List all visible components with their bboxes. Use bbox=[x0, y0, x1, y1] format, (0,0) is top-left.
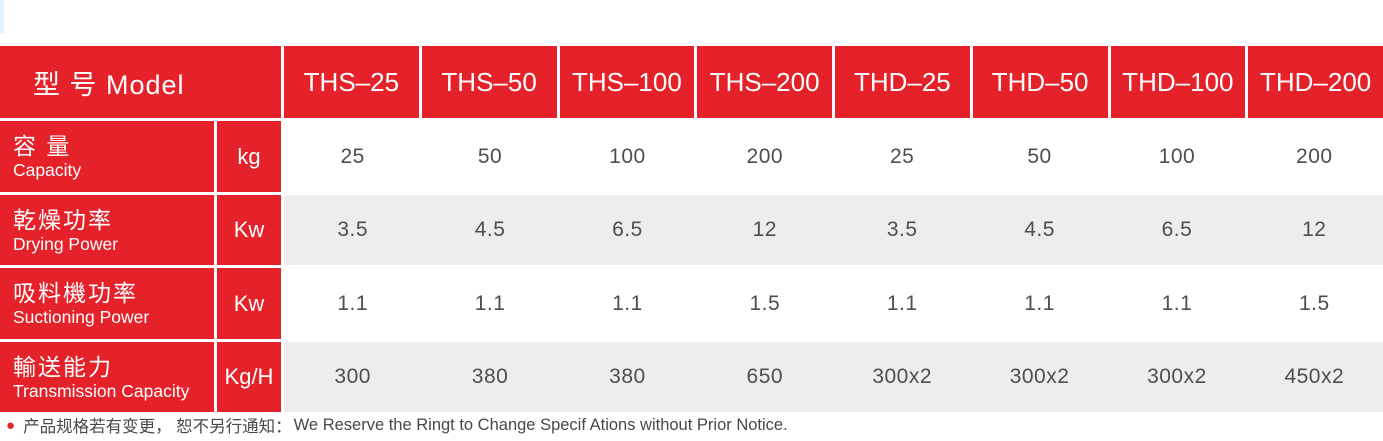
unit-label: Kw bbox=[233, 217, 265, 242]
data-value: 200 bbox=[1296, 144, 1333, 168]
model-column-header: THD–200 bbox=[1248, 46, 1383, 118]
unit-cell-drying-power: Kw bbox=[217, 195, 281, 265]
model-column-header: THD–25 bbox=[835, 46, 970, 118]
unit-label: Kg/H bbox=[224, 364, 274, 389]
data-value: 1.5 bbox=[749, 291, 781, 315]
data-row-transmission-capacity: 300 380 380 650 300x2 300x2 300x2 450x2 bbox=[284, 342, 1383, 412]
data-value: 450x2 bbox=[1284, 365, 1345, 388]
unit-label: Kw bbox=[233, 290, 265, 316]
row-label-zh: 容 量 bbox=[13, 133, 72, 159]
model-name: THS–200 bbox=[709, 66, 820, 97]
data-value: 6.5 bbox=[612, 218, 643, 241]
row-label-drying-power: 乾燥功率 Drying Power bbox=[0, 195, 214, 265]
data-value: 300x2 bbox=[1009, 365, 1070, 388]
row-label-zh: 乾燥功率 bbox=[13, 206, 113, 233]
disclaimer-text-en: We Reserve the Ringt to Change Specif At… bbox=[293, 415, 788, 434]
data-value: 50 bbox=[477, 144, 503, 168]
data-value: 1.1 bbox=[1024, 291, 1055, 315]
page-edge-accent bbox=[0, 0, 4, 33]
model-column-header: THS–200 bbox=[697, 46, 832, 118]
data-value: 1.1 bbox=[886, 291, 918, 315]
unit-cell-suctioning-power: Kw bbox=[217, 268, 281, 339]
row-label-suctioning-power: 吸料機功率 Suctioning Power bbox=[0, 268, 214, 339]
data-value: 6.5 bbox=[1161, 218, 1193, 241]
unit-label: kg bbox=[237, 143, 261, 169]
data-value: 25 bbox=[890, 144, 915, 168]
model-name: THS–25 bbox=[303, 66, 400, 97]
model-name: THS–50 bbox=[441, 66, 537, 97]
data-value: 300x2 bbox=[872, 365, 933, 388]
data-value: 1.1 bbox=[474, 291, 506, 315]
data-value: 50 bbox=[1027, 144, 1052, 168]
data-value: 100 bbox=[1158, 144, 1196, 168]
unit-cell-capacity: kg bbox=[217, 121, 281, 192]
disclaimer-note: ● 产品规格若有变更， 恕不另行通知： We Reserve the Ringt… bbox=[6, 413, 788, 437]
model-name: THD–25 bbox=[853, 66, 951, 97]
model-name: THD–50 bbox=[991, 66, 1089, 97]
row-label-en: Suctioning Power bbox=[13, 307, 150, 327]
model-column-header: THD–50 bbox=[972, 46, 1108, 118]
data-value: 1.1 bbox=[612, 291, 643, 315]
row-label-zh: 吸料機功率 bbox=[13, 280, 138, 306]
row-label-en: Capacity bbox=[13, 160, 82, 180]
model-name: THD–100 bbox=[1122, 66, 1234, 97]
data-value: 1.1 bbox=[1161, 291, 1193, 315]
model-column-header: THS–50 bbox=[421, 46, 557, 118]
data-value: 380 bbox=[609, 365, 646, 388]
data-value: 200 bbox=[746, 144, 784, 168]
data-value: 3.5 bbox=[886, 218, 918, 241]
row-label-en: Transmission Capacity bbox=[13, 380, 190, 401]
data-value: 12 bbox=[752, 218, 777, 241]
data-value: 12 bbox=[1302, 218, 1327, 241]
bullet-icon: ● bbox=[6, 416, 16, 434]
data-value: 300x2 bbox=[1147, 365, 1207, 388]
data-value: 1.1 bbox=[337, 291, 369, 315]
data-value: 3.5 bbox=[337, 218, 369, 241]
data-value: 1.5 bbox=[1298, 291, 1330, 315]
data-row-suctioning-power: 1.1 1.1 1.1 1.5 1.1 1.1 1.1 1.5 bbox=[284, 268, 1383, 339]
data-row-drying-power: 3.5 4.5 6.5 12 3.5 4.5 6.5 12 bbox=[284, 195, 1383, 265]
data-value: 100 bbox=[609, 144, 646, 168]
model-column-header: THS–25 bbox=[284, 46, 419, 118]
model-header-label: 型 号 Model bbox=[33, 69, 185, 100]
row-label-transmission-capacity: 輸送能力 Transmission Capacity bbox=[0, 342, 214, 412]
disclaimer-text-zh: 产品规格若有变更， 恕不另行通知： bbox=[23, 418, 292, 436]
data-value: 380 bbox=[471, 365, 509, 388]
data-value: 4.5 bbox=[474, 218, 506, 241]
model-name: THD–200 bbox=[1259, 66, 1372, 97]
row-label-capacity: 容 量 Capacity bbox=[0, 121, 214, 192]
data-row-capacity: 25 50 100 200 25 50 100 200 bbox=[284, 121, 1383, 192]
data-value: 4.5 bbox=[1024, 218, 1055, 241]
model-name: THS–100 bbox=[571, 66, 682, 97]
row-label-zh: 輸送能力 bbox=[13, 353, 113, 380]
row-label-en: Drying Power bbox=[13, 233, 119, 254]
model-column-header: THD–100 bbox=[1110, 46, 1246, 118]
unit-cell-transmission-capacity: Kg/H bbox=[217, 342, 281, 412]
data-value: 25 bbox=[340, 144, 365, 168]
data-value: 650 bbox=[746, 365, 784, 388]
data-value: 300 bbox=[334, 365, 371, 388]
model-header-cell: 型 号 Model bbox=[0, 46, 281, 118]
model-column-header: THS–100 bbox=[559, 46, 695, 118]
specification-table: 型 号 Model THS–25 THS–50 THS–100 THS–200 … bbox=[0, 46, 1383, 412]
